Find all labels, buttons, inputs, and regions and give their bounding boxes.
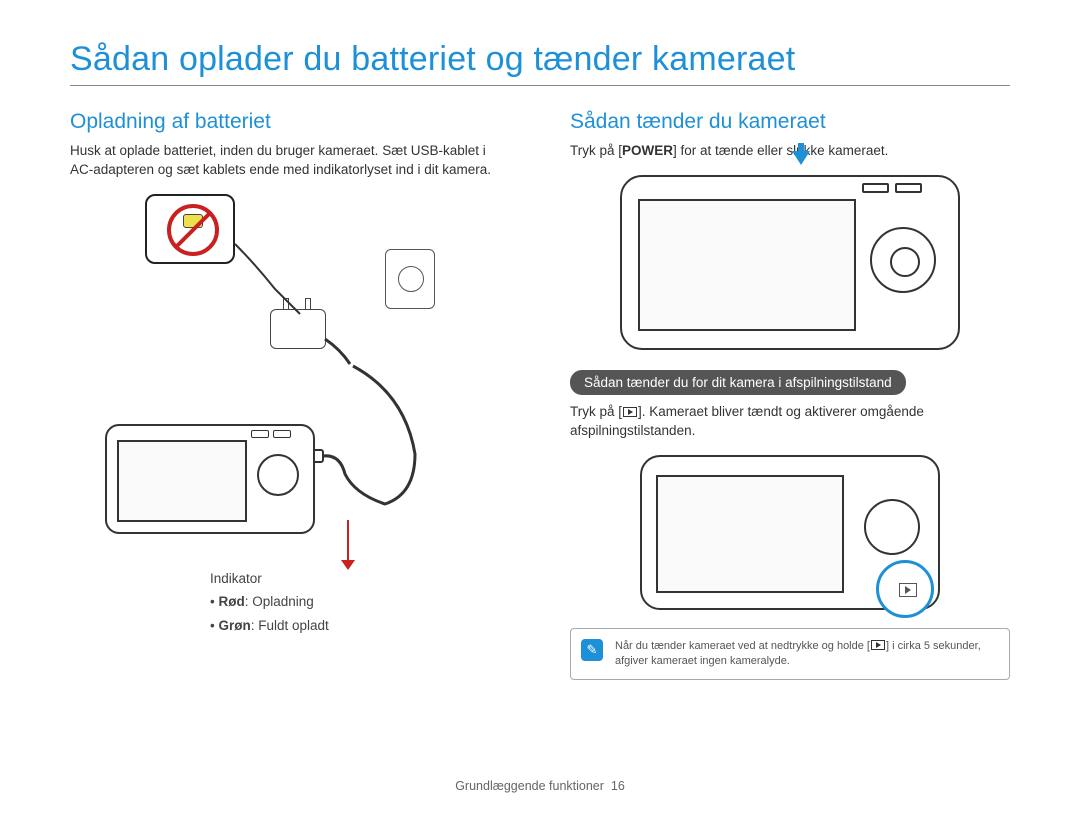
indicator-green-rest: : Fuldt opladt [251,618,329,633]
playback-pre: Tryk på [ [570,404,622,419]
indicator-callout-line [347,520,349,560]
power-key-label: POWER [622,143,673,158]
prohibit-direct-plug-icon [145,194,235,264]
camera-top-buttons-icon [251,430,291,438]
indicator-red-item: • Rød: Opladning [210,591,510,613]
page-footer: Grundlæggende funktioner 16 [0,779,1080,793]
power-arrow-icon [792,151,810,165]
adapter-prong-icon [283,298,289,310]
prohibit-circle-icon [167,204,219,256]
camera-screen-large-icon [656,475,844,593]
camera-body-icon [105,424,315,534]
playback-mode-banner: Sådan tænder du for dit kamera i afspiln… [570,370,906,395]
camera-power-diagram [620,175,960,350]
power-body: Tryk på [POWER] for at tænde eller slukk… [570,142,1010,161]
camera-body-large-icon [620,175,960,350]
power-heading: Sådan tænder du kameraet [570,110,1010,134]
power-body-post: ] for at tænde eller slukke kameraet. [673,143,888,158]
indicator-label: Indikator [210,568,510,590]
playback-button-highlight-icon [876,560,934,618]
prohibit-slash-icon [173,210,213,250]
charging-diagram [105,194,475,564]
camera-wheel-large-icon [864,499,920,555]
indicator-green-word: Grøn [218,618,250,633]
title-underline [70,85,1010,86]
camera-top-buttons-icon [862,183,922,193]
note-pre: Når du tænder kameraet ved at nedtrykke … [615,640,870,652]
adapter-prong-icon [305,298,311,310]
ac-adapter-icon [270,309,326,349]
charging-body: Husk at oplade batteriet, inden du bruge… [70,142,510,180]
camera-body-large-icon [640,455,940,610]
indicator-callout-arrow-icon [341,560,355,570]
camera-screen-large-icon [638,199,856,331]
wall-outlet-icon [385,249,435,309]
page-title: Sådan oplader du batteriet og tænder kam… [70,40,1010,79]
playback-icon [871,640,885,650]
indicator-red-rest: : Opladning [245,594,314,609]
camera-playback-diagram [640,455,940,610]
camera-rear-small-icon [105,424,315,534]
footer-page-number: 16 [611,779,625,793]
indicator-green-item: • Grøn: Fuldt opladt [210,615,510,637]
indicator-red-word: Rød [218,594,244,609]
playback-body: Tryk på []. Kameraet bliver tændt og akt… [570,403,1010,441]
camera-control-wheel-icon [257,454,299,496]
left-column: Opladning af batteriet Husk at oplade ba… [70,110,510,680]
footer-section: Grundlæggende funktioner [455,779,604,793]
note-box: ✎ Når du tænder kameraet ved at nedtrykk… [570,628,1010,681]
camera-screen-icon [117,440,247,522]
note-icon: ✎ [581,639,603,661]
power-body-pre: Tryk på [ [570,143,622,158]
indicator-legend: Indikator • Rød: Opladning • Grøn: Fuldt… [210,568,510,637]
camera-wheel-large-icon [870,227,936,293]
playback-icon [623,407,637,417]
right-column: Sådan tænder du kameraet Tryk på [POWER]… [570,110,1010,680]
content-columns: Opladning af batteriet Husk at oplade ba… [70,110,1010,680]
charging-heading: Opladning af batteriet [70,110,510,134]
